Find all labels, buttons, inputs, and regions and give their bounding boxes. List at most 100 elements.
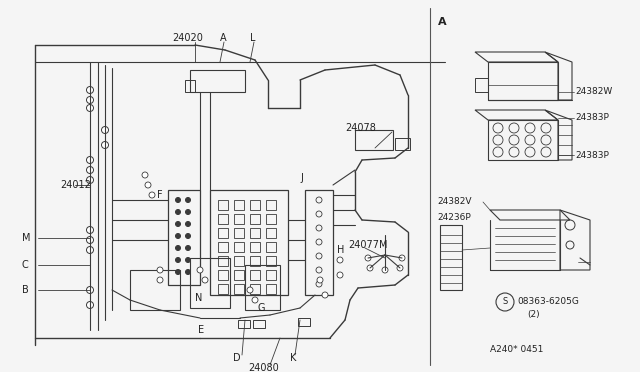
Bar: [218, 256, 228, 266]
Text: F: F: [157, 190, 163, 200]
Circle shape: [186, 209, 191, 215]
Bar: [250, 284, 260, 294]
Circle shape: [247, 287, 253, 293]
Bar: [218, 200, 228, 210]
Bar: [440, 225, 462, 290]
Bar: [266, 242, 276, 252]
Bar: [234, 270, 244, 280]
Circle shape: [337, 257, 343, 263]
Text: E: E: [198, 325, 204, 335]
Text: M: M: [22, 233, 31, 243]
Bar: [250, 200, 260, 210]
Circle shape: [102, 126, 109, 134]
Bar: [234, 228, 244, 238]
Circle shape: [186, 257, 191, 263]
Text: 24383P: 24383P: [575, 151, 609, 160]
Circle shape: [367, 265, 373, 271]
Circle shape: [149, 192, 155, 198]
Bar: [253, 320, 265, 328]
Circle shape: [157, 267, 163, 273]
Bar: [266, 256, 276, 266]
Circle shape: [86, 247, 93, 253]
Circle shape: [86, 87, 93, 93]
Bar: [130, 270, 180, 310]
Text: 24077M: 24077M: [348, 240, 387, 250]
Text: D: D: [233, 353, 241, 363]
Circle shape: [186, 269, 191, 275]
Text: 24012: 24012: [60, 180, 91, 190]
Circle shape: [202, 277, 208, 283]
Bar: [168, 190, 200, 285]
Bar: [234, 200, 244, 210]
Circle shape: [86, 227, 93, 234]
Text: L: L: [250, 33, 255, 43]
Bar: [266, 214, 276, 224]
Bar: [298, 318, 310, 326]
Bar: [234, 242, 244, 252]
Bar: [185, 80, 195, 92]
Circle shape: [186, 198, 191, 202]
Bar: [238, 320, 250, 328]
Circle shape: [86, 237, 93, 244]
Bar: [190, 70, 245, 92]
Bar: [305, 190, 333, 295]
Circle shape: [86, 157, 93, 164]
Text: A240* 0451: A240* 0451: [490, 346, 543, 355]
Circle shape: [382, 267, 388, 273]
Bar: [218, 270, 228, 280]
Bar: [250, 256, 260, 266]
Text: 24382V: 24382V: [437, 198, 472, 206]
Circle shape: [197, 267, 203, 273]
Bar: [250, 228, 260, 238]
Bar: [218, 228, 228, 238]
Text: A: A: [220, 33, 227, 43]
Text: 08363-6205G: 08363-6205G: [517, 298, 579, 307]
Circle shape: [175, 234, 180, 238]
Bar: [250, 214, 260, 224]
Bar: [218, 242, 228, 252]
Bar: [395, 138, 410, 150]
Text: S: S: [502, 298, 508, 307]
Circle shape: [142, 172, 148, 178]
Bar: [250, 242, 260, 252]
Text: K: K: [290, 353, 296, 363]
Circle shape: [175, 246, 180, 250]
Bar: [266, 228, 276, 238]
Circle shape: [102, 141, 109, 148]
Bar: [245, 265, 280, 310]
Circle shape: [86, 167, 93, 173]
Bar: [234, 214, 244, 224]
Bar: [355, 130, 393, 150]
Circle shape: [175, 269, 180, 275]
Circle shape: [252, 297, 258, 303]
Circle shape: [86, 96, 93, 103]
Text: 24078: 24078: [345, 123, 376, 133]
Circle shape: [175, 257, 180, 263]
Text: (2): (2): [527, 311, 540, 320]
Circle shape: [397, 265, 403, 271]
Text: G: G: [258, 303, 266, 313]
Circle shape: [365, 255, 371, 261]
Bar: [234, 284, 244, 294]
Bar: [218, 284, 228, 294]
Text: H: H: [337, 245, 344, 255]
Text: 24080: 24080: [248, 363, 279, 372]
Text: 24383P: 24383P: [575, 113, 609, 122]
Circle shape: [399, 255, 405, 261]
Text: 24382W: 24382W: [575, 87, 612, 96]
Circle shape: [186, 246, 191, 250]
Circle shape: [145, 182, 151, 188]
Bar: [234, 256, 244, 266]
Text: 24236P: 24236P: [437, 214, 471, 222]
Bar: [190, 258, 230, 308]
Bar: [218, 214, 228, 224]
Circle shape: [175, 209, 180, 215]
Circle shape: [186, 221, 191, 227]
Circle shape: [175, 198, 180, 202]
Circle shape: [186, 234, 191, 238]
Circle shape: [86, 105, 93, 112]
Bar: [250, 270, 260, 280]
Circle shape: [86, 301, 93, 308]
Text: J: J: [300, 173, 303, 183]
Text: B: B: [22, 285, 29, 295]
